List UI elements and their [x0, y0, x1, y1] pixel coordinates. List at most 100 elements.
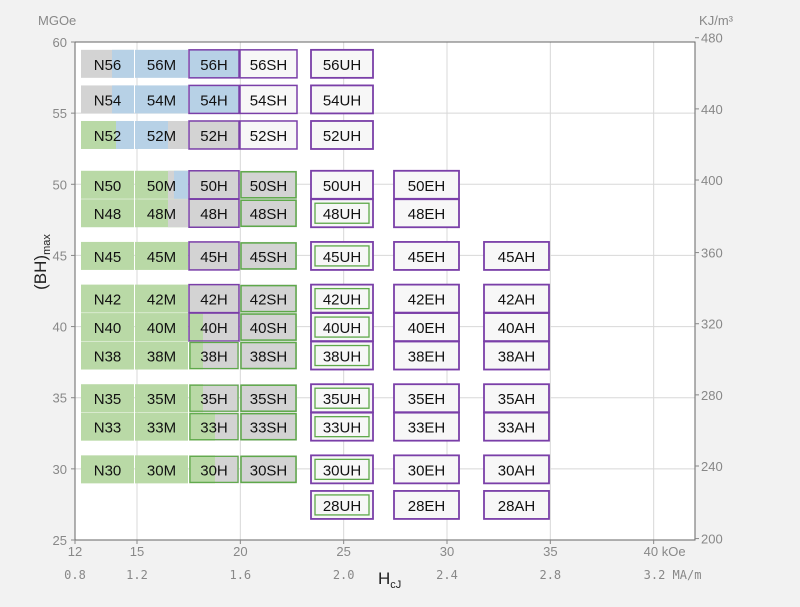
grade-label: 35UH: [323, 391, 361, 408]
grade-label: 38H: [200, 349, 228, 366]
cell-border: [189, 341, 239, 370]
grade-cell: 30H: [189, 455, 239, 484]
cell-border: [483, 383, 550, 414]
grade-label: 28UH: [323, 498, 361, 515]
grade-cell: N45: [81, 241, 134, 270]
axis-ticks: 25 30 35 40 45 50 55 60 200 240 280 320 360 400 440 480…: [53, 31, 723, 582]
grade-cell: 35SH: [240, 384, 297, 413]
cell-fill: [240, 49, 297, 78]
grade-label: 50EH: [408, 178, 446, 195]
grade-cell: 48UH: [310, 198, 374, 229]
grade-label: 38AH: [498, 349, 536, 366]
cell-fill: [189, 120, 239, 149]
cell-fill-accent: [189, 313, 203, 342]
grade-cell: 42SH: [240, 284, 297, 313]
cell-border: [393, 411, 460, 442]
cell-fill: [189, 49, 239, 78]
grade-label: 54SH: [250, 92, 288, 109]
grade-cell: 33UH: [310, 411, 374, 442]
cell-fill: [240, 341, 297, 370]
x-tick-label-mam: 2.8: [539, 568, 561, 582]
cell-border: [188, 312, 240, 342]
svg-text:(BH)max: (BH)max: [31, 234, 53, 290]
x-axis-title-sub: cJ: [390, 579, 401, 591]
grade-cell: 33AH: [483, 411, 550, 442]
grade-cell: 45AH: [483, 241, 550, 271]
grade-label: 28EH: [408, 498, 446, 515]
grade-cell: 54H: [188, 84, 240, 115]
cell-border: [240, 384, 297, 412]
grade-label: N40: [94, 320, 122, 337]
y-axis-title-sub: max: [41, 234, 53, 255]
grade-label: 30AH: [498, 462, 536, 479]
grade-label: 42SH: [250, 292, 288, 309]
grade-label: 42M: [147, 292, 176, 309]
cell-border: [239, 120, 298, 150]
grade-label: 35AH: [498, 391, 536, 408]
cell-fill: [240, 120, 297, 149]
cell-fill-accent: [116, 120, 134, 149]
grade-label: 38UH: [323, 349, 361, 366]
y-axis-title-main: (BH): [31, 255, 50, 290]
y-tick-label-left: 35: [53, 391, 67, 406]
grade-cell: N50: [81, 170, 134, 199]
cell-fill: [81, 241, 134, 270]
grade-cell: N54: [81, 85, 134, 114]
cell-border: [188, 198, 240, 228]
cell-border: [240, 171, 297, 199]
grade-cell: 54M: [135, 85, 188, 114]
cell-fill: [240, 412, 297, 441]
cell-fill-accent: [189, 455, 215, 484]
grade-label: N50: [94, 178, 122, 195]
grade-label: 54H: [200, 92, 228, 109]
grade-cell: 30AH: [483, 454, 550, 485]
cell-fill-accent: [189, 341, 203, 370]
cell-fill: [135, 313, 188, 342]
grade-label: 48M: [147, 206, 176, 223]
y-tick-label-left: 25: [53, 533, 67, 548]
grade-cell: 50EH: [393, 169, 460, 200]
cell-inner-border: [314, 245, 370, 267]
cell-border: [310, 48, 374, 79]
cell-fill: [135, 241, 188, 270]
cell-border: [483, 454, 550, 485]
grade-cell: 48SH: [240, 199, 297, 228]
grade-cell: 56M: [135, 49, 188, 78]
grade-label: 33UH: [323, 420, 361, 437]
grade-label: 56UH: [323, 57, 361, 74]
grade-label: 30UH: [323, 462, 361, 479]
cell-border: [393, 490, 460, 520]
grade-cell: 33H: [189, 412, 239, 441]
grade-label: 35H: [200, 391, 228, 408]
cell-border: [393, 454, 460, 485]
grade-cell: 42M: [135, 284, 188, 313]
grade-label: 40SH: [250, 320, 288, 337]
cell-fill: [81, 412, 134, 441]
cell-fill: [81, 455, 134, 484]
cell-fill: [240, 85, 297, 114]
cell-fill: [189, 85, 239, 114]
grade-label: 42H: [200, 292, 228, 309]
grade-label: N52: [94, 128, 122, 145]
x-tick-label-koe: 25: [336, 544, 350, 559]
grade-label: 30M: [147, 462, 176, 479]
grade-cell: 40H: [188, 312, 240, 342]
cell-border: [188, 120, 240, 150]
grade-label: N30: [94, 462, 122, 479]
grade-cell: 40M: [135, 313, 188, 342]
grade-label: 40M: [147, 320, 176, 337]
cell-border: [310, 490, 374, 520]
grade-label: 38M: [147, 349, 176, 366]
grade-label: 35EH: [408, 391, 446, 408]
grade-label: 56H: [200, 57, 228, 74]
cell-fill: [189, 284, 239, 313]
cell-fill: [240, 455, 297, 484]
grade-label: 40AH: [498, 320, 536, 337]
grade-cell: 28UH: [310, 490, 374, 520]
cell-fill-accent: [168, 120, 188, 149]
grade-cell: 42EH: [393, 283, 460, 314]
grade-label: 28AH: [498, 498, 536, 515]
grade-label: 42UH: [323, 292, 361, 309]
x-tick-label-koe: 40 kOe: [644, 544, 686, 559]
grade-label: 42EH: [408, 292, 446, 309]
